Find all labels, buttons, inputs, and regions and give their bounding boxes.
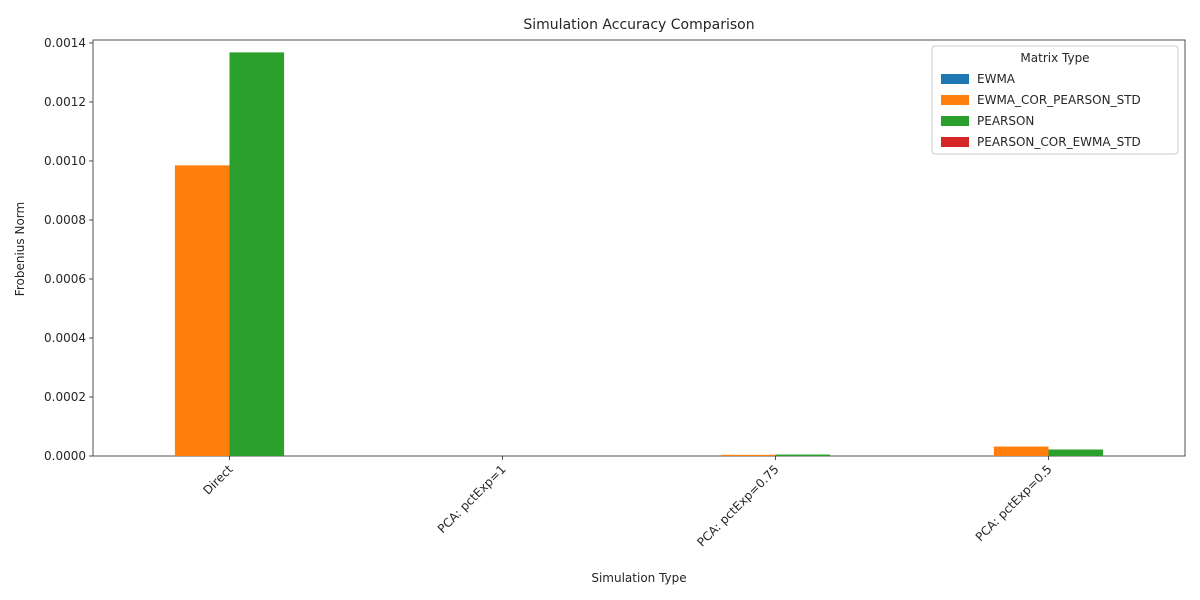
chart-title: Simulation Accuracy Comparison <box>523 17 754 33</box>
plot-area <box>92 39 1186 457</box>
y-tick-label: 0.0006 <box>44 272 86 286</box>
bars <box>174 52 1104 456</box>
bar <box>993 446 1049 456</box>
y-tick-label: 0.0014 <box>44 36 86 50</box>
x-tick-label: PCA: pctExp=1 <box>435 462 509 536</box>
legend-swatch <box>941 116 969 126</box>
legend-entry: PEARSON <box>977 114 1034 128</box>
y-tick-label: 0.0004 <box>44 331 86 345</box>
x-tick-label: Direct <box>200 462 236 498</box>
x-axis: Direct PCA: pctExp=1 PCA: pctExp=0.75 PCA: … <box>200 456 1055 550</box>
bar <box>720 454 776 456</box>
legend-swatch <box>941 74 969 84</box>
bar <box>775 454 831 456</box>
y-tick-label: 0.0008 <box>44 213 86 227</box>
y-axis-label: Frobenius Norm <box>13 202 27 296</box>
y-tick-label: 0.0010 <box>44 154 86 168</box>
legend-entry: EWMA_COR_PEARSON_STD <box>977 93 1141 107</box>
bar <box>174 165 230 456</box>
plot-frame <box>92 39 1186 457</box>
y-tick-label: 0.0012 <box>44 95 86 109</box>
y-axis: 0.0000 0.0002 0.0004 0.0006 0.0008 0.0010 0.00… <box>44 36 93 463</box>
legend-swatch <box>941 95 969 105</box>
x-tick-label: PCA: pctExp=0.75 <box>694 462 781 549</box>
legend: Matrix Type EWMA EWMA_COR_PEARSON_STD PEARS… <box>931 45 1179 155</box>
y-tick-label: 0.0000 <box>44 449 86 463</box>
legend-entry: PEARSON_COR_EWMA_STD <box>977 135 1141 149</box>
x-tick-label: PCA: pctExp=0.5 <box>973 462 1055 544</box>
legend-box <box>931 45 1179 155</box>
x-axis-label: Simulation Type <box>591 571 686 585</box>
legend-entry: EWMA <box>977 72 1016 86</box>
y-tick-label: 0.0002 <box>44 390 86 404</box>
bar <box>229 52 285 456</box>
legend-swatch <box>941 137 969 147</box>
legend-title: Matrix Type <box>1020 51 1089 65</box>
bar <box>1048 449 1104 456</box>
